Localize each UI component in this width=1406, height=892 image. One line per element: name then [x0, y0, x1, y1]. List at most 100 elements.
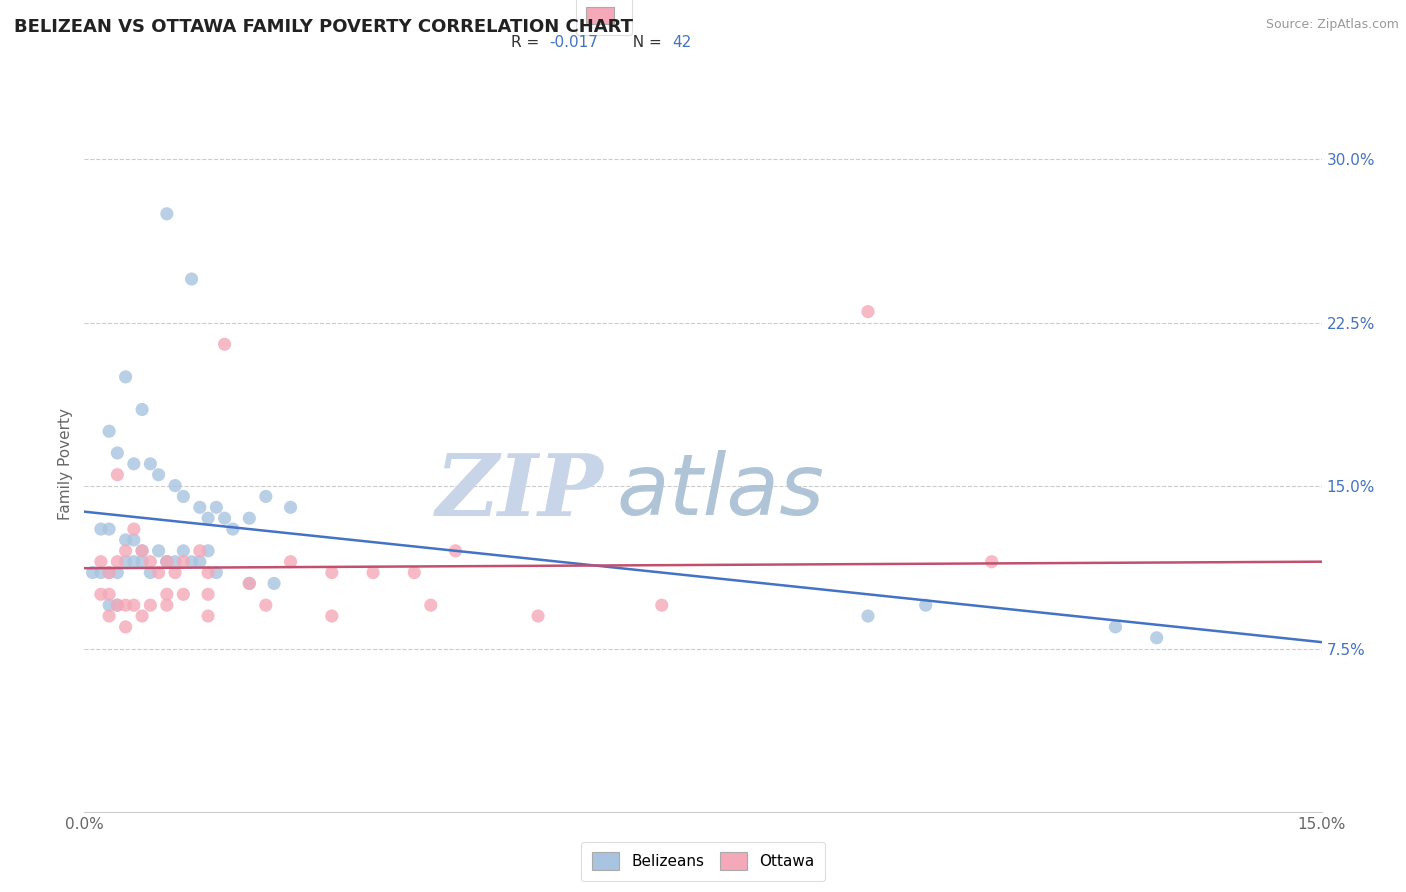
Point — [98, 587, 121, 601]
Point — [254, 490, 277, 504]
Text: -0.017: -0.017 — [550, 36, 599, 51]
Point — [131, 555, 153, 569]
Text: 42: 42 — [672, 36, 692, 51]
Point — [172, 587, 194, 601]
Point — [156, 587, 179, 601]
Text: ZIP: ZIP — [436, 450, 605, 533]
Text: N =: N = — [623, 36, 666, 51]
Point — [114, 620, 136, 634]
Point — [139, 457, 162, 471]
Point — [131, 609, 153, 624]
Point — [172, 490, 194, 504]
Point — [1104, 620, 1126, 634]
Text: BELIZEAN VS OTTAWA FAMILY POVERTY CORRELATION CHART: BELIZEAN VS OTTAWA FAMILY POVERTY CORREL… — [14, 18, 633, 36]
Point — [98, 424, 121, 438]
Point — [98, 566, 121, 580]
Point — [82, 566, 104, 580]
Point — [122, 533, 145, 547]
Point — [172, 555, 194, 569]
Point — [148, 544, 170, 558]
Point — [98, 522, 121, 536]
Point — [180, 272, 202, 286]
Point — [156, 555, 179, 569]
Point — [156, 598, 179, 612]
Point — [165, 478, 187, 492]
Text: atlas: atlas — [616, 450, 824, 533]
Point — [321, 609, 343, 624]
Point — [1146, 631, 1168, 645]
Point — [188, 544, 211, 558]
Point — [105, 566, 128, 580]
Text: -0.133: -0.133 — [550, 0, 599, 2]
Point — [139, 555, 162, 569]
Point — [188, 500, 211, 515]
Point — [90, 587, 112, 601]
Point — [105, 598, 128, 612]
Point — [404, 566, 426, 580]
Legend: Belizeans, Ottawa: Belizeans, Ottawa — [581, 841, 825, 880]
Point — [156, 555, 179, 569]
Text: 49: 49 — [672, 0, 692, 2]
Point — [444, 544, 467, 558]
Point — [131, 544, 153, 558]
Point — [914, 598, 936, 612]
Point — [114, 544, 136, 558]
Point — [148, 566, 170, 580]
Point — [139, 566, 162, 580]
Text: R =: R = — [512, 0, 544, 2]
Point — [197, 609, 219, 624]
Point — [263, 576, 285, 591]
Point — [90, 566, 112, 580]
Point — [98, 609, 121, 624]
Point — [90, 555, 112, 569]
Point — [222, 522, 245, 536]
Point — [122, 457, 145, 471]
Y-axis label: Family Poverty: Family Poverty — [58, 408, 73, 520]
Point — [105, 555, 128, 569]
Point — [280, 555, 302, 569]
Point — [114, 533, 136, 547]
Point — [651, 598, 673, 612]
Point — [214, 511, 236, 525]
Point — [238, 576, 260, 591]
Point — [197, 566, 219, 580]
Point — [321, 566, 343, 580]
Point — [856, 609, 879, 624]
Point — [105, 467, 128, 482]
Point — [165, 555, 187, 569]
Point — [131, 402, 153, 417]
Point — [156, 207, 179, 221]
Point — [361, 566, 384, 580]
Point — [105, 598, 128, 612]
Point — [148, 467, 170, 482]
Point — [238, 576, 260, 591]
Text: N =: N = — [623, 0, 666, 2]
Point — [90, 522, 112, 536]
Point — [131, 544, 153, 558]
Point — [527, 609, 550, 624]
Point — [172, 544, 194, 558]
Text: R =: R = — [512, 36, 544, 51]
Point — [122, 555, 145, 569]
Point — [122, 598, 145, 612]
Point — [98, 598, 121, 612]
Point — [980, 555, 1002, 569]
Point — [254, 598, 277, 612]
Point — [122, 522, 145, 536]
Point — [156, 555, 179, 569]
Point — [205, 566, 228, 580]
Point — [419, 598, 441, 612]
Point — [180, 555, 202, 569]
Point — [197, 511, 219, 525]
Point — [856, 304, 879, 318]
Point — [105, 446, 128, 460]
Point — [205, 500, 228, 515]
Point — [197, 544, 219, 558]
Point — [165, 566, 187, 580]
Point — [139, 598, 162, 612]
Text: Source: ZipAtlas.com: Source: ZipAtlas.com — [1265, 18, 1399, 31]
Point — [114, 555, 136, 569]
Point — [114, 369, 136, 384]
Point — [188, 555, 211, 569]
Point — [197, 587, 219, 601]
